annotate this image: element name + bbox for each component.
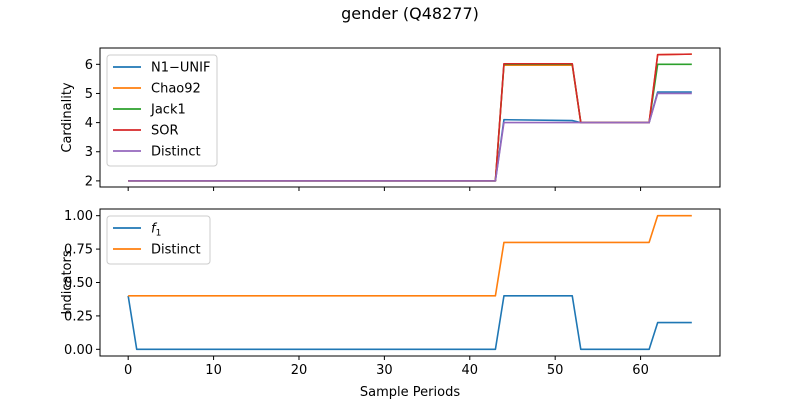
y-tick-label-bottom-0: 0.00: [64, 343, 93, 358]
y-tick-label-top-4: 6: [85, 58, 93, 73]
figure-title: gender (Q48277): [341, 4, 479, 23]
legend-label-top-3: SOR: [151, 124, 179, 139]
y-axis-label-bottom: Indicators: [60, 250, 75, 314]
series-line-top-3: [128, 53, 692, 182]
legend-bottom: f1 Distinct: [106, 215, 211, 265]
legend-label-bottom-0: f1: [151, 222, 161, 239]
panel-top: 2 3 4 5 6 Cardinality N1−UNIF Chao92 Jack1 SOR Dis…: [60, 47, 721, 191]
y-tick-label-top-2: 4: [85, 116, 93, 131]
y-tick-label-top-0: 2: [85, 174, 93, 189]
x-tick-label-bottom-2: 20: [291, 363, 308, 378]
legend-box-top: [106, 54, 218, 167]
panels: 2 3 4 5 6 Cardinality N1−UNIF Chao92 Jack1 SOR Dis…: [60, 47, 721, 400]
series-line-bottom-0: [127, 295, 692, 351]
y-tick-label-top-1: 3: [85, 145, 93, 160]
y-tick-label-top-3: 5: [85, 87, 93, 102]
x-axis-label-bottom: Sample Periods: [360, 385, 460, 400]
legend-top: N1−UNIF Chao92 Jack1 SOR Distinct: [106, 54, 218, 167]
series-line-bottom-1: [128, 214, 692, 297]
series-line-top-4: [128, 92, 692, 182]
legend-label-top-0: N1−UNIF: [151, 61, 210, 76]
y-tick-label-bottom-1: 0.25: [64, 309, 93, 324]
y-tick-label-bottom-2: 0.50: [64, 276, 93, 291]
axes-frame-top: [99, 47, 721, 188]
legend-label-top-4: Distinct: [151, 145, 201, 160]
x-tick-label-bottom-3: 30: [376, 363, 393, 378]
y-axis-label-top: Cardinality: [60, 82, 75, 153]
x-tick-label-bottom-1: 10: [205, 363, 222, 378]
x-tick-label-bottom-4: 40: [462, 363, 479, 378]
x-tick-label-bottom-6: 60: [632, 363, 649, 378]
legend-label-top-1: Chao92: [151, 82, 201, 97]
legend-label-bottom-1: Distinct: [151, 243, 201, 258]
legend-label-top-2: Jack1: [150, 103, 186, 118]
x-tick-label-bottom-0: 0: [124, 363, 132, 378]
y-tick-label-bottom-3: 0.75: [64, 243, 93, 258]
y-tick-label-bottom-4: 1.00: [64, 209, 93, 224]
panel-bottom: 0 10 20 30 40 50 60 0.00 0.25 0.50 0.75 1.00 Indicat…: [60, 208, 721, 400]
x-tick-label-bottom-5: 50: [547, 363, 564, 378]
